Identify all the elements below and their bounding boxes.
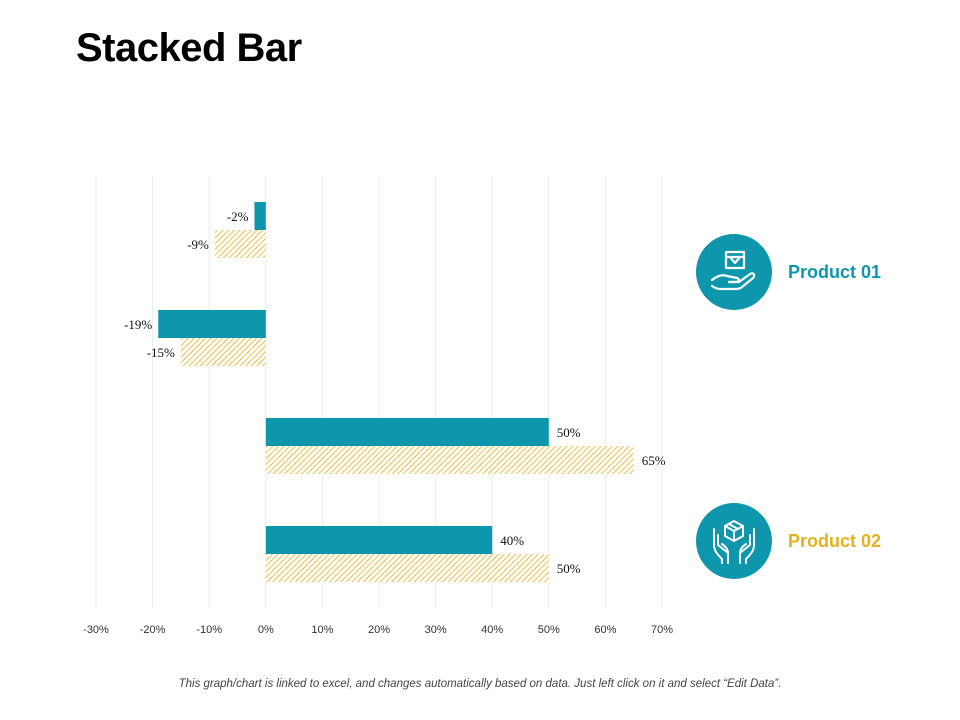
x-tick-label: 60%	[594, 624, 616, 636]
footnote: This graph/chart is linked to excel, and…	[178, 678, 782, 690]
x-tick-label: 70%	[651, 624, 673, 636]
x-tick-label: 20%	[368, 624, 390, 636]
legend-product-01: Product 01	[696, 234, 881, 310]
bar-product-02	[265, 446, 634, 474]
bar-product-01	[265, 526, 493, 554]
x-tick-label: -20%	[140, 624, 166, 636]
data-label: -19%	[124, 317, 152, 332]
data-label: 50%	[557, 425, 581, 440]
data-label: -2%	[227, 209, 249, 224]
data-label: -15%	[147, 345, 175, 360]
x-axis-ticks: -30% -20% -10% 0% 10% 20% 30% 40% 50% 60% 70%	[83, 624, 673, 636]
data-labels: -2% -19% 50% 40% -9% -15% 65% 50%	[124, 209, 666, 576]
legend-circle	[696, 234, 772, 310]
x-tick-label: -10%	[196, 624, 222, 636]
legend-label: Product 01	[788, 261, 882, 282]
x-tick-label: 0%	[258, 624, 274, 636]
legend-circle	[696, 503, 772, 579]
x-tick-label: 10%	[311, 624, 333, 636]
grid-lines	[95, 176, 663, 608]
data-label: 65%	[642, 453, 666, 468]
hands-cube-icon	[713, 520, 755, 564]
bar-product-01	[158, 310, 266, 338]
bar-product-02	[214, 230, 266, 258]
data-label: 40%	[500, 533, 524, 548]
legend-product-02: Product 02	[696, 503, 881, 579]
bar-product-02	[265, 554, 549, 582]
bar-product-01	[254, 202, 266, 230]
data-label: -9%	[187, 237, 209, 252]
chart-title: Stacked Bar	[76, 26, 302, 70]
x-tick-label: 50%	[538, 624, 560, 636]
x-tick-label: 40%	[481, 624, 503, 636]
bars	[158, 202, 634, 582]
legend-label: Product 02	[788, 530, 882, 551]
x-tick-label: -30%	[83, 624, 109, 636]
bar-product-02	[180, 338, 266, 366]
data-label: 50%	[557, 561, 581, 576]
hand-box-icon	[710, 250, 756, 291]
bar-product-01	[265, 418, 549, 446]
x-tick-label: 30%	[425, 624, 447, 636]
